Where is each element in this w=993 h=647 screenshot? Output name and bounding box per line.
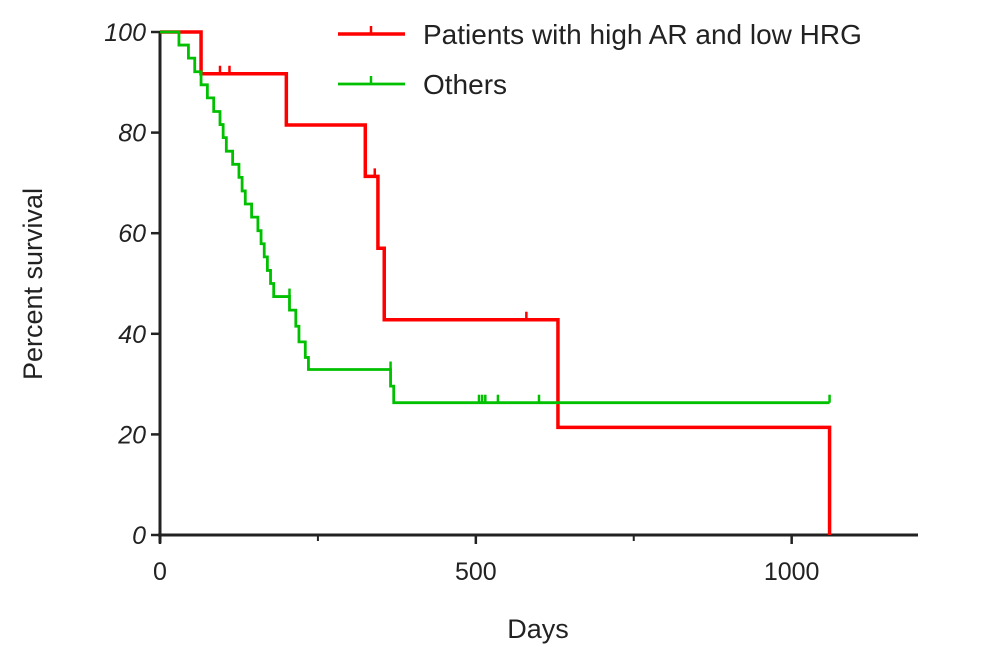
- survival-curve: [160, 30, 832, 535]
- y-ticks: 0 20 40 60 80 100: [104, 19, 160, 550]
- x-axis-title: Days: [507, 614, 569, 644]
- x-tick-label: 500: [455, 558, 497, 586]
- x-tick-label: 1000: [764, 558, 820, 586]
- y-tick-label: 100: [104, 19, 146, 47]
- x-ticks: 0 500 1000: [153, 535, 819, 586]
- y-tick-label: 20: [117, 421, 146, 449]
- x-tick-label: 0: [153, 558, 167, 586]
- y-tick-label: 0: [132, 522, 146, 550]
- y-tick-label: 80: [118, 120, 146, 148]
- legend-item: Others: [338, 69, 507, 100]
- legend-item: Patients with high AR and low HRG: [338, 19, 862, 50]
- survival-curve: [160, 30, 830, 405]
- y-axis-title: Percent survival: [18, 188, 48, 380]
- y-tick-label: 60: [118, 220, 146, 248]
- y-tick-label: 40: [118, 321, 146, 349]
- series-1: [160, 30, 831, 405]
- legend-label: Patients with high AR and low HRG: [423, 19, 862, 50]
- series-layer: [160, 30, 832, 535]
- series-0: [160, 30, 832, 535]
- legend-label: Others: [423, 69, 507, 100]
- legend: Patients with high AR and low HRG Others: [338, 19, 862, 100]
- axes: [158, 32, 918, 543]
